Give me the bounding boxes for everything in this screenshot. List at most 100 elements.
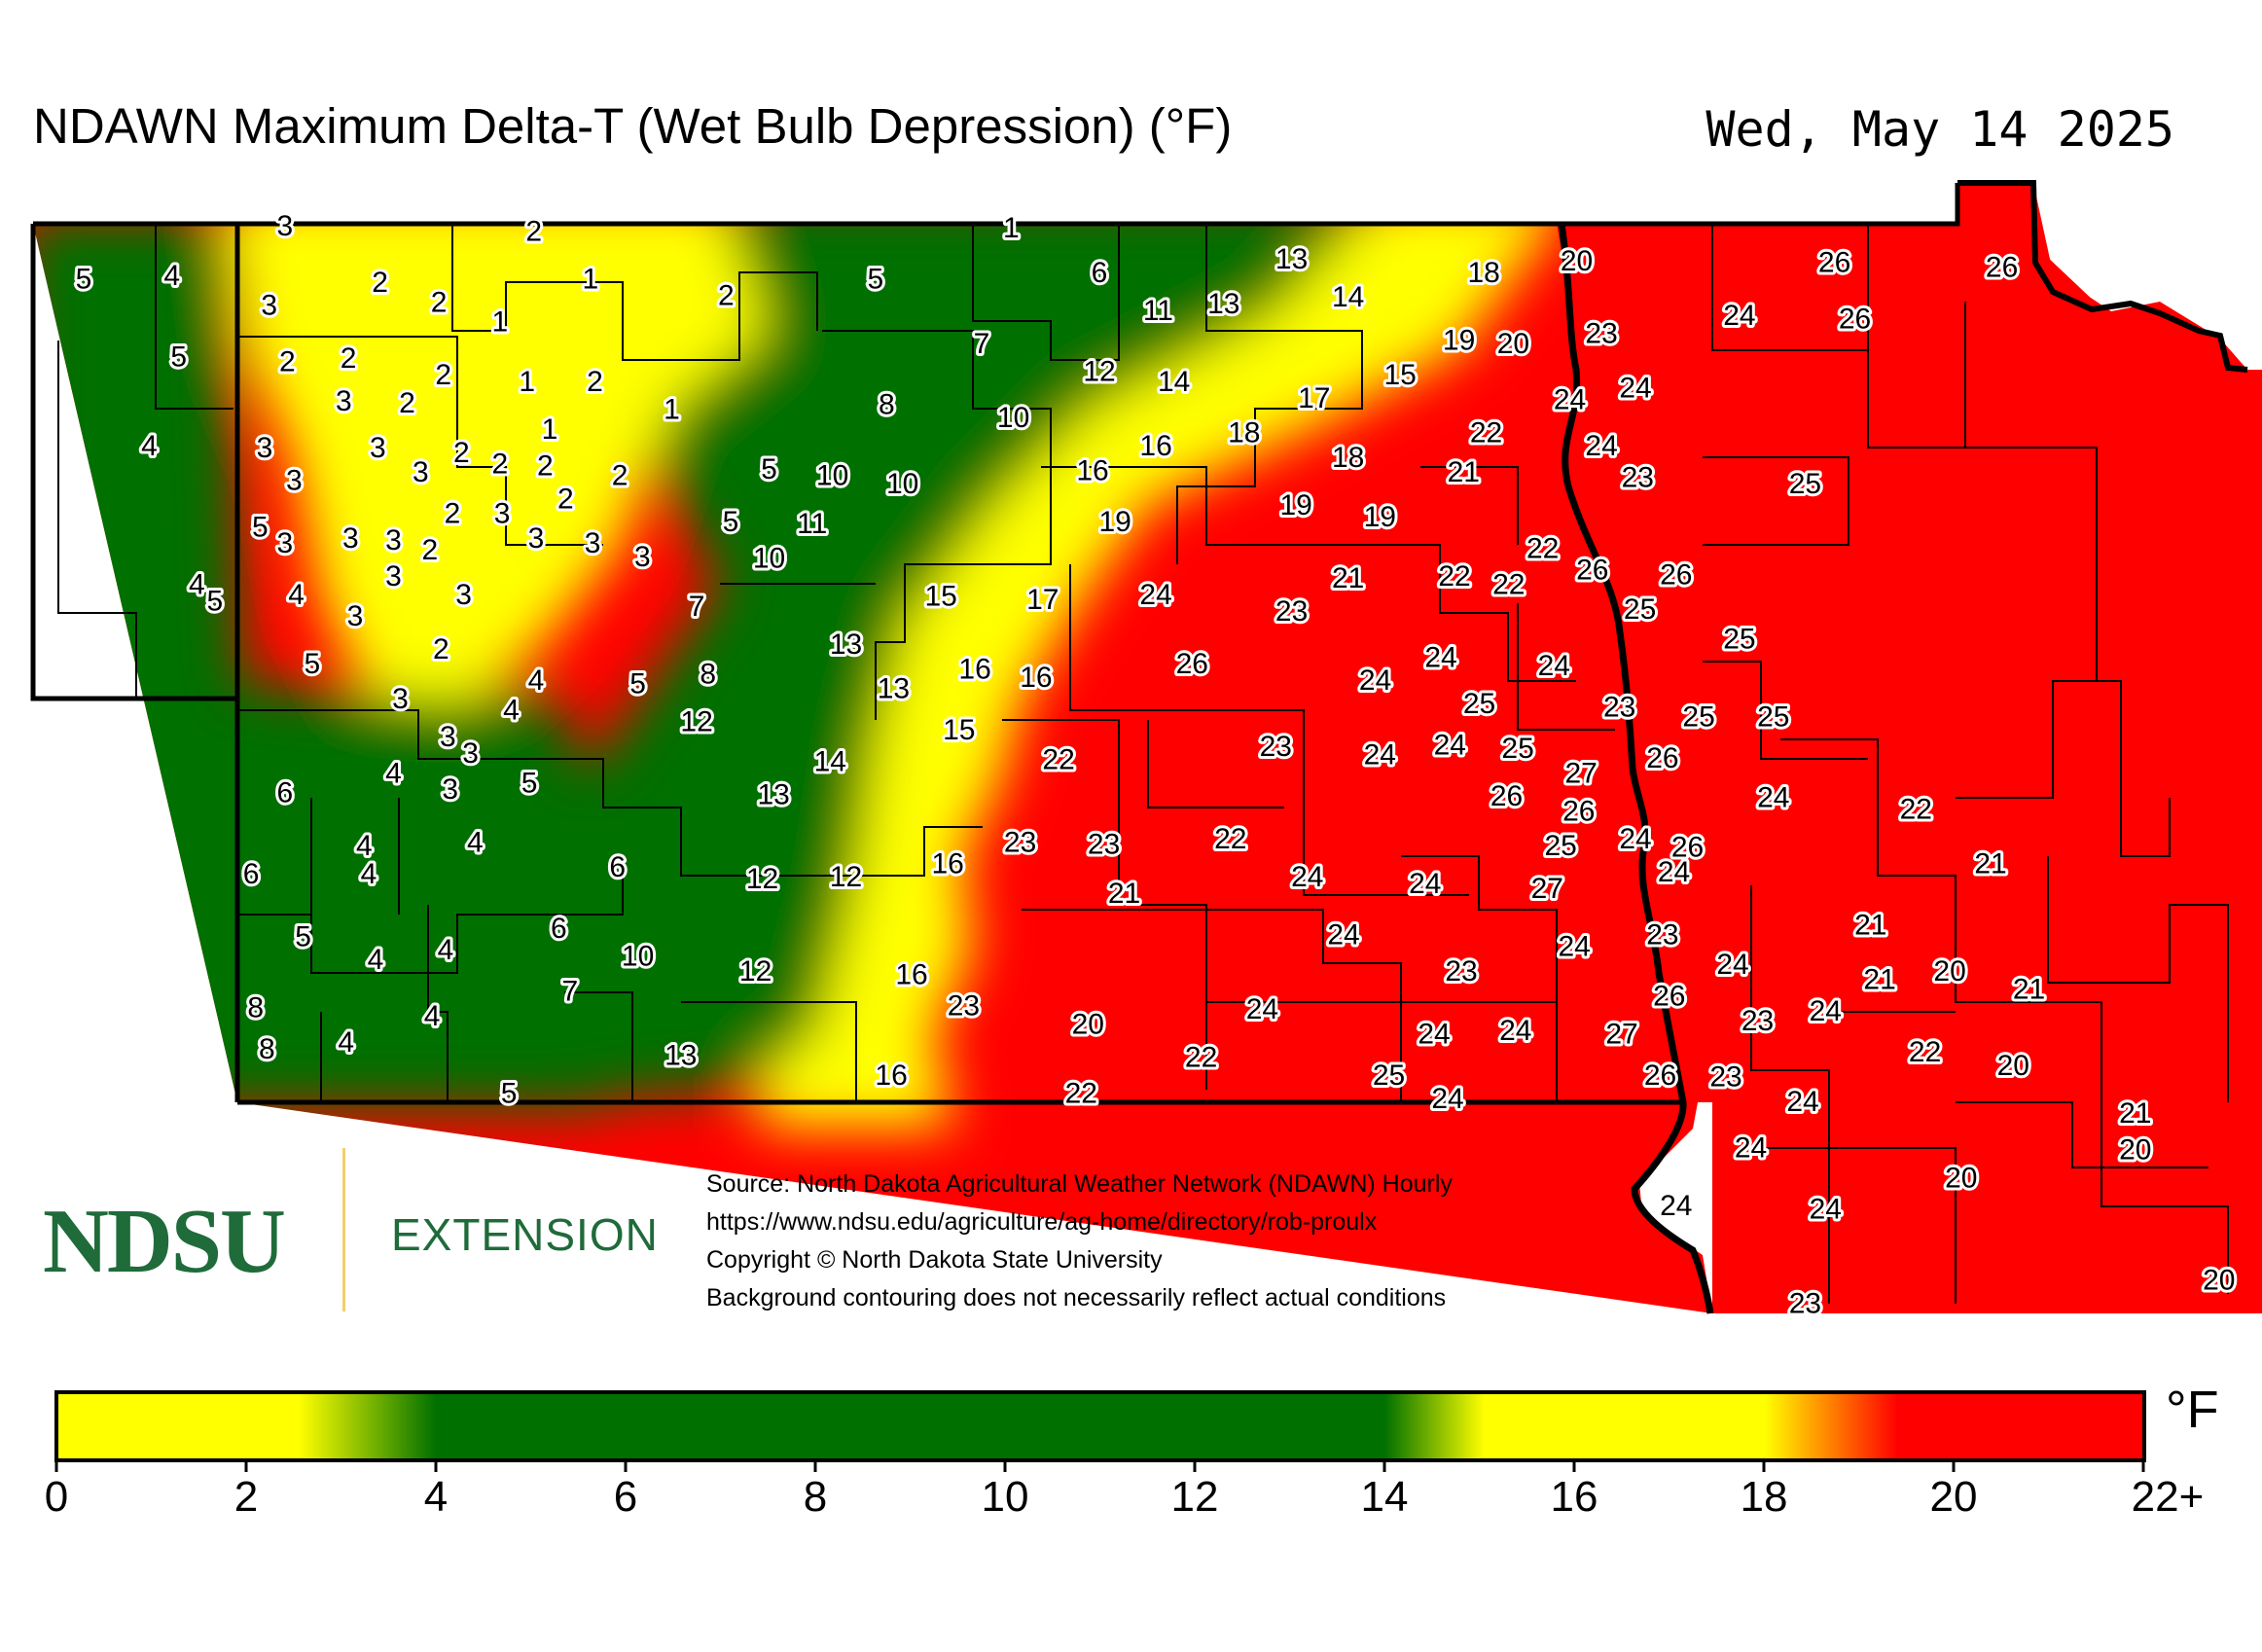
station-value: 22 (1185, 1041, 1217, 1073)
station-value: 8 (879, 389, 895, 421)
station-value: 3 (257, 432, 273, 464)
station-value: 21 (1863, 964, 1895, 996)
station-value: 4 (163, 260, 180, 292)
station-value: 3 (277, 210, 294, 242)
station-value: 24 (1418, 1019, 1450, 1051)
colorbar-tick-label: 14 (1360, 1473, 1409, 1521)
station-value: 4 (424, 1000, 441, 1032)
station-value: 23 (1004, 827, 1036, 859)
colorbar-tick-label: 18 (1740, 1473, 1788, 1521)
ndsu-logo: NDSU (43, 1191, 286, 1292)
station-value: 5 (629, 668, 646, 700)
station-value: 5 (521, 767, 538, 799)
station-value: 6 (609, 851, 626, 883)
station-value: 8 (259, 1033, 275, 1065)
station-value: 4 (356, 830, 373, 862)
colorbar-tick-label: 16 (1550, 1473, 1598, 1521)
station-value: 5 (76, 264, 92, 296)
colorbar-tick-label: 22+ (2131, 1473, 2205, 1521)
colorbar (54, 1390, 2146, 1462)
station-value: 21 (1332, 562, 1364, 594)
station-value: 5 (252, 511, 269, 543)
station-value: 27 (1565, 757, 1598, 789)
station-value: 3 (385, 524, 402, 557)
station-value: 12 (680, 706, 712, 738)
station-value: 16 (932, 848, 964, 880)
station-value: 23 (1709, 1061, 1741, 1094)
station-value: 24 (1723, 300, 1755, 332)
station-value: 12 (746, 863, 778, 895)
station-value: 7 (689, 591, 705, 623)
station-value: 5 (501, 1078, 518, 1110)
source-line: Source: North Dakota Agricultural Weathe… (706, 1170, 1453, 1198)
station-value: 24 (1538, 650, 1570, 682)
station-value: 23 (1603, 691, 1635, 723)
colorbar-tick-label: 6 (613, 1473, 638, 1521)
station-value: 26 (1660, 559, 1692, 592)
station-value: 2 (557, 483, 574, 515)
station-value: 6 (1092, 257, 1108, 289)
station-value: 21 (1974, 848, 2006, 880)
colorbar-tick-marks (54, 1460, 2145, 1472)
station-value: 16 (875, 1059, 907, 1092)
station-value: 3 (385, 560, 402, 593)
station-value: 6 (277, 777, 294, 809)
station-value: 4 (467, 827, 484, 859)
station-value: 10 (997, 402, 1029, 434)
station-value: 18 (1468, 257, 1500, 289)
station-value: 24 (1559, 931, 1591, 963)
station-value: 3 (440, 721, 456, 753)
station-value: 2 (453, 437, 470, 469)
colorbar-tick-label: 10 (981, 1473, 1029, 1521)
station-value: 1 (1003, 212, 1020, 244)
station-value: 13 (758, 778, 790, 810)
station-value: 22 (1214, 823, 1246, 855)
station-value: 23 (1789, 1287, 1821, 1319)
station-value: 18 (1228, 417, 1260, 449)
station-value: 14 (814, 745, 846, 777)
station-value: 26 (1986, 252, 2018, 284)
station-value: 25 (1757, 701, 1789, 734)
station-value: 19 (1364, 501, 1396, 533)
station-value: 24 (1424, 641, 1456, 673)
station-value: 3 (342, 522, 359, 555)
logo-divider (342, 1148, 345, 1311)
station-value: 5 (867, 264, 883, 296)
station-value: 11 (797, 508, 827, 540)
station-value: 15 (943, 714, 975, 746)
station-value: 22 (1900, 794, 1932, 826)
station-value: 21 (1448, 456, 1480, 488)
station-value: 20 (2119, 1133, 2151, 1166)
url-line: https://www.ndsu.edu/agriculture/ag-home… (706, 1208, 1378, 1236)
red-river-border (1558, 223, 1714, 1314)
station-value: 2 (421, 534, 438, 566)
station-value: 20 (1933, 955, 1965, 988)
station-value: 22 (1065, 1078, 1097, 1110)
station-value: 22 (1526, 532, 1559, 564)
station-value: 25 (1682, 701, 1714, 734)
station-value: 27 (1605, 1019, 1637, 1051)
station-value: 24 (1786, 1086, 1818, 1118)
station-value: 24 (1810, 995, 1842, 1027)
station-value: 26 (1490, 780, 1523, 812)
county-lines (57, 224, 1615, 1102)
station-value: 6 (243, 858, 260, 890)
station-value: 23 (1275, 595, 1308, 628)
station-value: 3 (442, 773, 458, 806)
station-value: 19 (1443, 324, 1475, 356)
station-value: 3 (370, 432, 386, 464)
station-value: 2 (431, 286, 448, 318)
station-value: 22 (1909, 1036, 1941, 1068)
station-value: 23 (1445, 955, 1477, 988)
station-value: 16 (1020, 662, 1052, 694)
station-value: 22 (1438, 560, 1470, 593)
nd-state-border (30, 183, 1960, 1105)
station-value: 23 (1646, 919, 1678, 952)
station-value: 13 (1207, 288, 1239, 320)
station-value: 3 (392, 683, 409, 715)
station-value: 24 (1716, 949, 1748, 981)
station-value: 15 (925, 581, 957, 613)
colorbar-tick-label: 4 (423, 1473, 449, 1521)
